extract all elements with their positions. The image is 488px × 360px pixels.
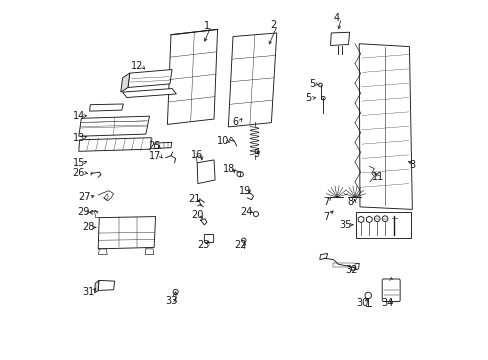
- Text: 1: 1: [203, 21, 209, 31]
- Polygon shape: [94, 280, 99, 293]
- Text: 31: 31: [82, 287, 95, 297]
- Circle shape: [173, 289, 178, 294]
- Text: 33: 33: [164, 296, 177, 306]
- Polygon shape: [228, 33, 276, 127]
- Text: 7: 7: [323, 197, 329, 207]
- Circle shape: [241, 238, 245, 242]
- Circle shape: [253, 212, 258, 217]
- Bar: [355, 212, 410, 238]
- FancyBboxPatch shape: [204, 234, 213, 242]
- Text: 5: 5: [305, 93, 311, 103]
- Text: 14: 14: [73, 111, 85, 121]
- Circle shape: [318, 83, 322, 87]
- Polygon shape: [98, 217, 155, 249]
- Bar: [333, 263, 354, 267]
- Text: 11: 11: [371, 172, 383, 182]
- FancyBboxPatch shape: [382, 279, 399, 302]
- Polygon shape: [98, 280, 115, 291]
- Text: 29: 29: [77, 207, 89, 217]
- Text: 6: 6: [232, 117, 238, 127]
- Text: 16: 16: [191, 150, 203, 160]
- Text: 15: 15: [73, 158, 85, 168]
- Text: 24: 24: [240, 207, 252, 217]
- Circle shape: [373, 216, 379, 222]
- Text: 34: 34: [380, 298, 392, 308]
- Text: 30: 30: [355, 298, 367, 308]
- Text: 21: 21: [188, 194, 200, 204]
- Text: 7: 7: [323, 212, 329, 221]
- Polygon shape: [79, 138, 151, 151]
- Text: 18: 18: [223, 164, 235, 174]
- Text: 19: 19: [239, 186, 251, 197]
- Circle shape: [382, 216, 387, 222]
- Polygon shape: [330, 32, 349, 45]
- Text: 5: 5: [308, 79, 314, 89]
- Text: 26: 26: [73, 168, 85, 178]
- Text: 9: 9: [252, 149, 259, 159]
- Polygon shape: [167, 30, 217, 125]
- Text: 2: 2: [269, 20, 276, 30]
- Polygon shape: [89, 104, 123, 111]
- Polygon shape: [319, 253, 327, 260]
- Text: 32: 32: [345, 265, 357, 275]
- Polygon shape: [351, 263, 359, 270]
- Polygon shape: [121, 73, 129, 92]
- Text: 28: 28: [82, 222, 95, 232]
- Text: 22: 22: [233, 240, 246, 250]
- Text: 13: 13: [73, 133, 85, 143]
- Polygon shape: [122, 89, 176, 98]
- Text: 27: 27: [79, 192, 91, 202]
- Polygon shape: [128, 69, 172, 87]
- Circle shape: [321, 96, 325, 100]
- Polygon shape: [79, 116, 149, 136]
- Polygon shape: [154, 142, 171, 148]
- Polygon shape: [197, 160, 215, 184]
- Text: 4: 4: [333, 13, 339, 23]
- Text: 20: 20: [191, 210, 203, 220]
- Text: 3: 3: [408, 160, 414, 170]
- Text: 23: 23: [197, 240, 209, 250]
- Text: 8: 8: [346, 197, 353, 207]
- Text: 25: 25: [148, 141, 161, 151]
- Text: 17: 17: [149, 150, 162, 161]
- Text: 12: 12: [131, 61, 143, 71]
- Text: 10: 10: [216, 136, 229, 146]
- Circle shape: [364, 292, 371, 299]
- Text: 35: 35: [339, 220, 351, 230]
- Polygon shape: [359, 44, 411, 210]
